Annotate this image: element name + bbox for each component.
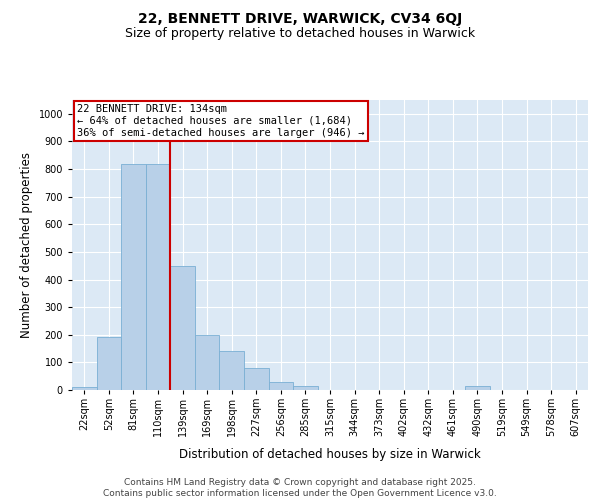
Text: 22 BENNETT DRIVE: 134sqm
← 64% of detached houses are smaller (1,684)
36% of sem: 22 BENNETT DRIVE: 134sqm ← 64% of detach…: [77, 104, 365, 138]
Bar: [269, 382, 293, 390]
Bar: [170, 266, 195, 390]
Text: Size of property relative to detached houses in Warwick: Size of property relative to detached ho…: [125, 28, 475, 40]
Bar: [244, 368, 269, 390]
Bar: [121, 164, 146, 390]
X-axis label: Distribution of detached houses by size in Warwick: Distribution of detached houses by size …: [179, 448, 481, 460]
Bar: [220, 352, 244, 390]
Bar: [146, 164, 170, 390]
Bar: [195, 335, 220, 390]
Bar: [72, 387, 97, 390]
Bar: [293, 386, 318, 390]
Y-axis label: Number of detached properties: Number of detached properties: [20, 152, 33, 338]
Text: 22, BENNETT DRIVE, WARWICK, CV34 6QJ: 22, BENNETT DRIVE, WARWICK, CV34 6QJ: [138, 12, 462, 26]
Bar: [97, 336, 121, 390]
Bar: [465, 386, 490, 390]
Text: Contains HM Land Registry data © Crown copyright and database right 2025.
Contai: Contains HM Land Registry data © Crown c…: [103, 478, 497, 498]
